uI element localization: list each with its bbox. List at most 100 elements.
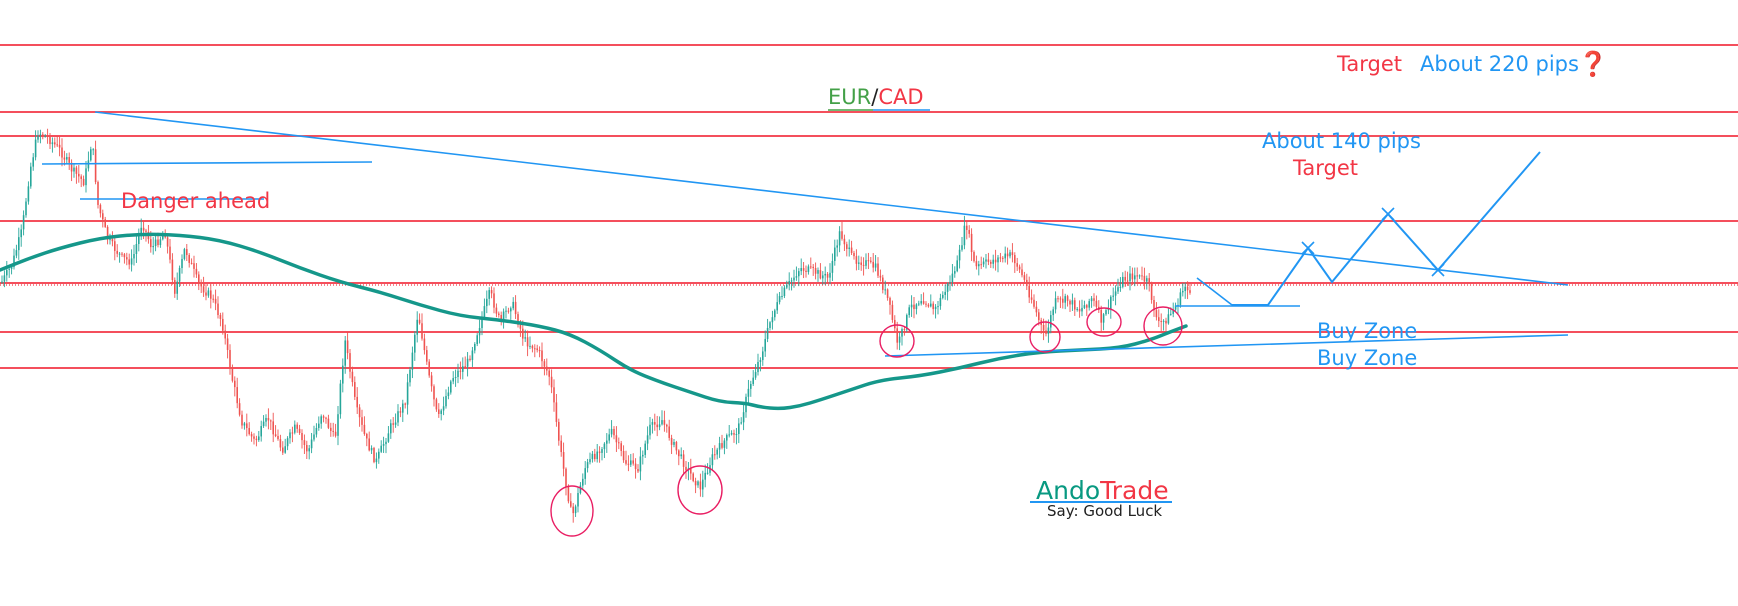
candle-body xyxy=(872,261,874,268)
candle-body xyxy=(123,254,126,258)
candle-body xyxy=(1158,317,1160,322)
candle-body xyxy=(1076,308,1078,310)
candle-body xyxy=(536,348,538,351)
candle-body xyxy=(1045,330,1047,334)
candle-body xyxy=(1184,286,1186,292)
candle-body xyxy=(562,452,565,469)
price-projection xyxy=(1232,151,1541,306)
candle-body xyxy=(3,275,6,282)
candle-body xyxy=(495,307,498,314)
candle-body xyxy=(85,168,87,186)
candle-body xyxy=(452,378,454,382)
candle-body xyxy=(56,144,58,146)
candle-body xyxy=(762,351,764,361)
candle-body xyxy=(416,319,418,335)
pips-label-top: About 220 pips xyxy=(1420,52,1579,76)
candle-body xyxy=(286,438,289,447)
candle-body xyxy=(126,257,128,260)
candle-body xyxy=(596,451,598,460)
candle-body xyxy=(884,289,886,291)
candle-body xyxy=(90,149,92,161)
candle-body xyxy=(517,314,519,325)
candle-body xyxy=(1050,315,1052,328)
candle-body xyxy=(277,436,279,440)
trendlines xyxy=(41,111,1569,357)
candle-body xyxy=(250,434,253,437)
candle-body xyxy=(27,186,30,202)
candle-body xyxy=(956,260,958,272)
candle-body xyxy=(154,239,157,247)
candle-body xyxy=(440,410,442,414)
candle-body xyxy=(1038,312,1040,321)
candle-body xyxy=(944,291,946,295)
candle-body xyxy=(930,303,932,307)
candle-body xyxy=(430,375,433,387)
candle-body xyxy=(433,386,435,400)
candle-body xyxy=(315,427,318,435)
candle-body xyxy=(946,283,949,292)
candle-body xyxy=(1146,278,1148,282)
candle-body xyxy=(642,454,644,457)
candle-body xyxy=(418,319,421,324)
candle-body xyxy=(361,417,363,425)
candle-body xyxy=(543,361,546,367)
candle-body xyxy=(651,422,654,425)
candle-body xyxy=(1134,275,1136,280)
candle-body xyxy=(118,253,121,255)
candle-body xyxy=(850,247,853,253)
candle-body xyxy=(886,289,889,298)
candle-body xyxy=(512,301,514,309)
swing-low-circle xyxy=(879,324,915,358)
buy-zone-label-upper: Buy Zone xyxy=(1317,319,1418,343)
candle-body xyxy=(778,296,781,303)
swing-low-circle xyxy=(550,485,594,537)
candle-body xyxy=(298,428,301,434)
candle-body xyxy=(68,157,70,163)
candle-body xyxy=(1071,300,1074,305)
candle-body xyxy=(668,426,670,438)
candle-body xyxy=(142,227,145,231)
candle-body xyxy=(615,435,618,443)
candle-body xyxy=(1047,327,1050,334)
candle-body xyxy=(747,388,750,397)
candle-body xyxy=(306,444,308,452)
candle-body xyxy=(1078,308,1081,312)
candle-body xyxy=(195,268,198,275)
candle-body xyxy=(908,307,910,316)
candle-body xyxy=(42,134,44,137)
candle-body xyxy=(226,338,229,350)
candle-body xyxy=(337,414,339,436)
candle-body xyxy=(1018,266,1021,270)
target-label-top: Target xyxy=(1337,52,1402,76)
projection-x-mark xyxy=(1301,241,1315,255)
candle-body xyxy=(174,280,176,294)
candle-body xyxy=(1052,309,1054,316)
candle-body xyxy=(130,258,133,265)
candle-body xyxy=(1160,321,1162,323)
candle-body xyxy=(1009,252,1011,257)
candle-body xyxy=(978,264,980,267)
candle-body xyxy=(1110,296,1112,310)
candle-body xyxy=(870,260,872,262)
candle-body xyxy=(1023,275,1026,280)
candle-body xyxy=(704,472,706,480)
candle-body xyxy=(586,462,589,469)
candle-body xyxy=(622,450,625,461)
candle-body xyxy=(740,422,742,424)
candle-body xyxy=(555,402,558,422)
candle-body xyxy=(205,292,207,296)
candle-body xyxy=(570,501,572,507)
candle-body xyxy=(805,270,807,272)
candle-body xyxy=(759,360,762,362)
candle-body xyxy=(658,424,661,428)
candle-body xyxy=(339,383,342,415)
candle-body xyxy=(730,433,733,435)
candle-body xyxy=(370,447,373,451)
candle-body xyxy=(913,304,915,310)
candle-body xyxy=(1066,296,1069,301)
candle-body xyxy=(522,328,524,339)
candle-body xyxy=(270,420,272,422)
candle-body xyxy=(1081,307,1083,312)
candle-body xyxy=(706,472,709,474)
candle-body xyxy=(855,256,858,264)
